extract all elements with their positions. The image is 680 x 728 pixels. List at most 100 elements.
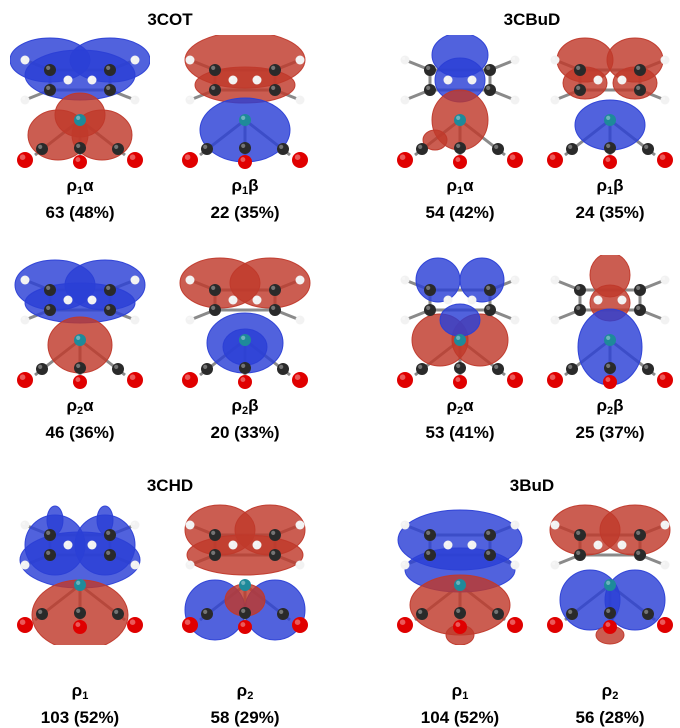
hydrogen-atom (400, 275, 410, 285)
hydrogen-atom (467, 295, 477, 305)
orbital-panel: ρ2β 20 (33%) (175, 255, 315, 442)
hydrogen-atom (510, 95, 520, 105)
carbon-atom (604, 607, 616, 619)
carbon-atom (574, 304, 586, 316)
orbital-panel: ρ2β 25 (37%) (540, 255, 680, 442)
orbital-index: 2 (247, 690, 254, 702)
orbital-index: 2 (456, 405, 464, 417)
orbital-value: 22 (35%) (210, 203, 280, 222)
orbital-panel: ρ1α 54 (42%) (390, 35, 530, 222)
carbon-atom (104, 64, 116, 76)
carbon-atom (269, 284, 281, 296)
hydrogen-atom (660, 315, 670, 325)
orbital-symbol: ρ1α (390, 175, 530, 202)
hydrogen-atom (252, 295, 262, 305)
hydrogen-atom (295, 560, 305, 570)
hydrogen-atom (228, 75, 238, 85)
hydrogen-atom (510, 55, 520, 65)
hydrogen-atom (443, 75, 453, 85)
carbon-atom (44, 284, 56, 296)
carbon-atom (566, 608, 578, 620)
rho-symbol: ρ (66, 396, 77, 415)
oxygen-atom (73, 375, 87, 389)
oxygen-atom (507, 372, 523, 388)
orbital-symbol: ρ2α (10, 395, 150, 422)
metal-atom (74, 334, 86, 346)
oxygen-atom (17, 372, 33, 388)
metal-atom (239, 114, 251, 126)
carbon-atom (104, 84, 116, 96)
rho-symbol: ρ (236, 681, 248, 700)
hydrogen-atom (87, 540, 97, 550)
oxygen-atom (603, 155, 617, 169)
orbital-value: 53 (41%) (425, 423, 495, 442)
orbital-symbol: ρ2α (390, 395, 530, 422)
carbon-atom (424, 549, 436, 561)
hydrogen-atom (185, 55, 195, 65)
oxygen-atom (603, 620, 617, 634)
orbital-panel: ρ1α 63 (48%) (10, 35, 150, 222)
hydrogen-atom (660, 275, 670, 285)
carbon-atom (201, 143, 213, 155)
carbon-atom (112, 363, 124, 375)
rho-symbol: ρ (71, 681, 83, 700)
oxygen-atom (182, 617, 198, 633)
hydrogen-atom (660, 55, 670, 65)
hydrogen-atom (20, 275, 30, 285)
rho-symbol: ρ (451, 681, 463, 700)
orbital-symbol: ρ2 (540, 680, 680, 707)
carbon-atom (201, 608, 213, 620)
metal-atom (454, 334, 466, 346)
orbital-isosurface (179, 257, 311, 389)
orbital-panel: ρ2 58 (29%) (175, 500, 315, 727)
orbital-panel: ρ1β 24 (35%) (540, 35, 680, 222)
carbon-atom (642, 363, 654, 375)
oxygen-atom (127, 372, 143, 388)
carbon-atom (634, 304, 646, 316)
orbital-isosurface (182, 35, 308, 169)
spin-label: α (463, 176, 474, 195)
spin-label: β (613, 176, 624, 195)
oxygen-atom (507, 617, 523, 633)
orbital-index: 1 (82, 690, 89, 702)
orbital-label: ρ1α 54 (42%) (390, 175, 530, 223)
orbital-isosurface (17, 505, 143, 645)
oxygen-atom (127, 152, 143, 168)
hydrogen-atom (185, 315, 195, 325)
orbital-symbol: ρ1β (540, 175, 680, 202)
carbon-atom (209, 64, 221, 76)
carbon-atom (566, 143, 578, 155)
orbital-value: 24 (35%) (575, 203, 645, 222)
orbital-symbol: ρ1 (390, 680, 530, 707)
hydrogen-atom (660, 520, 670, 530)
carbon-atom (277, 363, 289, 375)
oxygen-atom (238, 375, 252, 389)
orbital-value: 58 (29%) (210, 708, 280, 727)
carbon-atom (104, 304, 116, 316)
carbon-atom (484, 64, 496, 76)
orbital-panel: ρ2α 46 (36%) (10, 255, 150, 442)
carbon-atom (112, 608, 124, 620)
carbon-atom (492, 608, 504, 620)
orbital-value: 103 (52%) (40, 708, 120, 727)
oxygen-atom (127, 617, 143, 633)
carbon-atom (36, 363, 48, 375)
hydrogen-atom (550, 275, 560, 285)
hydrogen-atom (400, 315, 410, 325)
metal-atom (239, 334, 251, 346)
carbon-atom (566, 363, 578, 375)
orbital-value: 25 (37%) (575, 423, 645, 442)
hydrogen-atom (130, 560, 140, 570)
hydrogen-atom (295, 55, 305, 65)
carbon-atom (201, 363, 213, 375)
hydrogen-atom (510, 520, 520, 530)
metal-atom (454, 114, 466, 126)
orbital-symbol: ρ1β (175, 175, 315, 202)
hydrogen-atom (63, 295, 73, 305)
spin-label: β (613, 396, 624, 415)
oxygen-atom (547, 617, 563, 633)
orbital-isosurface (547, 504, 673, 645)
orbital-symbol: ρ2β (540, 395, 680, 422)
carbon-atom (269, 304, 281, 316)
oxygen-atom (397, 617, 413, 633)
